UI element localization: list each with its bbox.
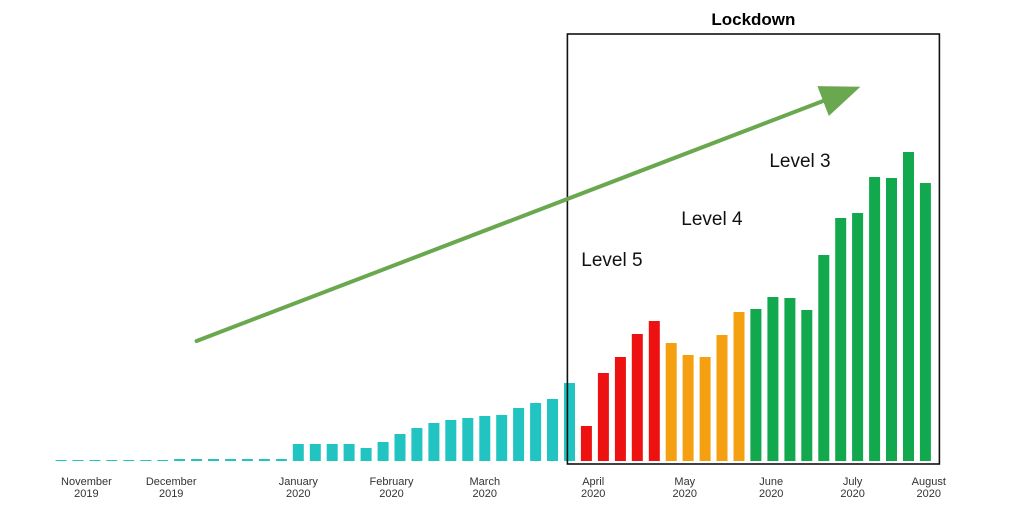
x-tick-year: 2020 bbox=[379, 488, 403, 500]
x-tick-year: 2020 bbox=[581, 488, 605, 500]
bar-1 bbox=[72, 460, 84, 461]
level-annotations: Level 5 Level 4 Level 3 bbox=[581, 151, 830, 271]
x-tick-month: July bbox=[843, 476, 863, 488]
bar-9 bbox=[208, 459, 219, 461]
bar-31 bbox=[580, 426, 592, 461]
x-tick-year: 2020 bbox=[840, 488, 864, 500]
bar-34 bbox=[631, 334, 643, 461]
trend-arrow bbox=[194, 86, 861, 343]
x-axis-ticks: November2019December2019January2020Febru… bbox=[61, 476, 946, 500]
bar-0 bbox=[55, 460, 67, 461]
bar-2 bbox=[89, 460, 101, 461]
bar-18 bbox=[360, 448, 372, 461]
bar-47 bbox=[852, 213, 864, 461]
bar-48 bbox=[869, 177, 881, 461]
bar-51 bbox=[919, 183, 931, 461]
bar-33 bbox=[614, 357, 626, 461]
bar-13 bbox=[275, 459, 287, 461]
bar-6 bbox=[157, 460, 169, 461]
x-tick-year: 2019 bbox=[159, 488, 183, 500]
bar-16 bbox=[326, 444, 338, 461]
bar-19 bbox=[377, 442, 389, 461]
bar-39 bbox=[716, 335, 728, 461]
level-annotation: Level 3 bbox=[769, 151, 830, 172]
bar-41 bbox=[750, 309, 762, 461]
x-tick-year: 2020 bbox=[673, 488, 697, 500]
bar-23 bbox=[445, 420, 457, 461]
bar-14 bbox=[292, 444, 304, 461]
bar-24 bbox=[462, 418, 474, 461]
x-tick-month: May bbox=[674, 476, 695, 488]
bar-40 bbox=[733, 312, 745, 461]
bars bbox=[55, 152, 931, 461]
bar-21 bbox=[411, 428, 423, 461]
bar-29 bbox=[547, 399, 558, 461]
x-tick-month: April bbox=[582, 476, 604, 488]
bar-36 bbox=[665, 343, 677, 461]
bar-20 bbox=[394, 434, 406, 461]
x-tick-month: November bbox=[61, 476, 112, 488]
bar-17 bbox=[343, 444, 355, 461]
bar-11 bbox=[241, 459, 253, 461]
x-tick-year: 2020 bbox=[286, 488, 310, 500]
bar-38 bbox=[699, 357, 711, 461]
bar-28 bbox=[530, 403, 542, 461]
bar-22 bbox=[428, 423, 440, 461]
bar-26 bbox=[496, 415, 508, 461]
x-tick-month: February bbox=[369, 476, 414, 488]
bar-37 bbox=[682, 355, 694, 461]
bar-8 bbox=[191, 459, 203, 461]
x-tick-month: March bbox=[470, 476, 501, 488]
bar-25 bbox=[479, 416, 491, 461]
x-tick-year: 2020 bbox=[917, 488, 941, 500]
x-tick-month: January bbox=[279, 476, 319, 488]
bar-30 bbox=[564, 383, 575, 461]
bar-5 bbox=[140, 460, 152, 461]
bar-12 bbox=[258, 459, 270, 461]
level-annotation: Level 4 bbox=[681, 209, 743, 230]
bar-45 bbox=[818, 255, 830, 461]
bar-3 bbox=[106, 460, 118, 461]
bar-35 bbox=[648, 321, 660, 461]
x-tick-year: 2019 bbox=[74, 488, 98, 500]
x-tick-month: June bbox=[759, 476, 783, 488]
x-tick-year: 2020 bbox=[473, 488, 497, 500]
bar-49 bbox=[886, 178, 897, 461]
bar-43 bbox=[784, 298, 796, 461]
bar-46 bbox=[835, 218, 847, 461]
lockdown-box bbox=[566, 33, 941, 465]
x-tick-month: August bbox=[912, 476, 946, 488]
bar-15 bbox=[309, 444, 321, 461]
level-annotation: Level 5 bbox=[581, 250, 642, 271]
bar-32 bbox=[597, 373, 609, 461]
bar-42 bbox=[767, 297, 779, 461]
chart-title: Lockdown bbox=[711, 10, 795, 29]
bar-10 bbox=[225, 459, 236, 461]
bar-4 bbox=[123, 460, 135, 461]
bar-27 bbox=[513, 408, 525, 461]
bar-44 bbox=[801, 310, 813, 461]
bar-50 bbox=[903, 152, 914, 461]
x-tick-year: 2020 bbox=[759, 488, 783, 500]
bar-7 bbox=[174, 459, 186, 461]
x-tick-month: December bbox=[146, 476, 197, 488]
